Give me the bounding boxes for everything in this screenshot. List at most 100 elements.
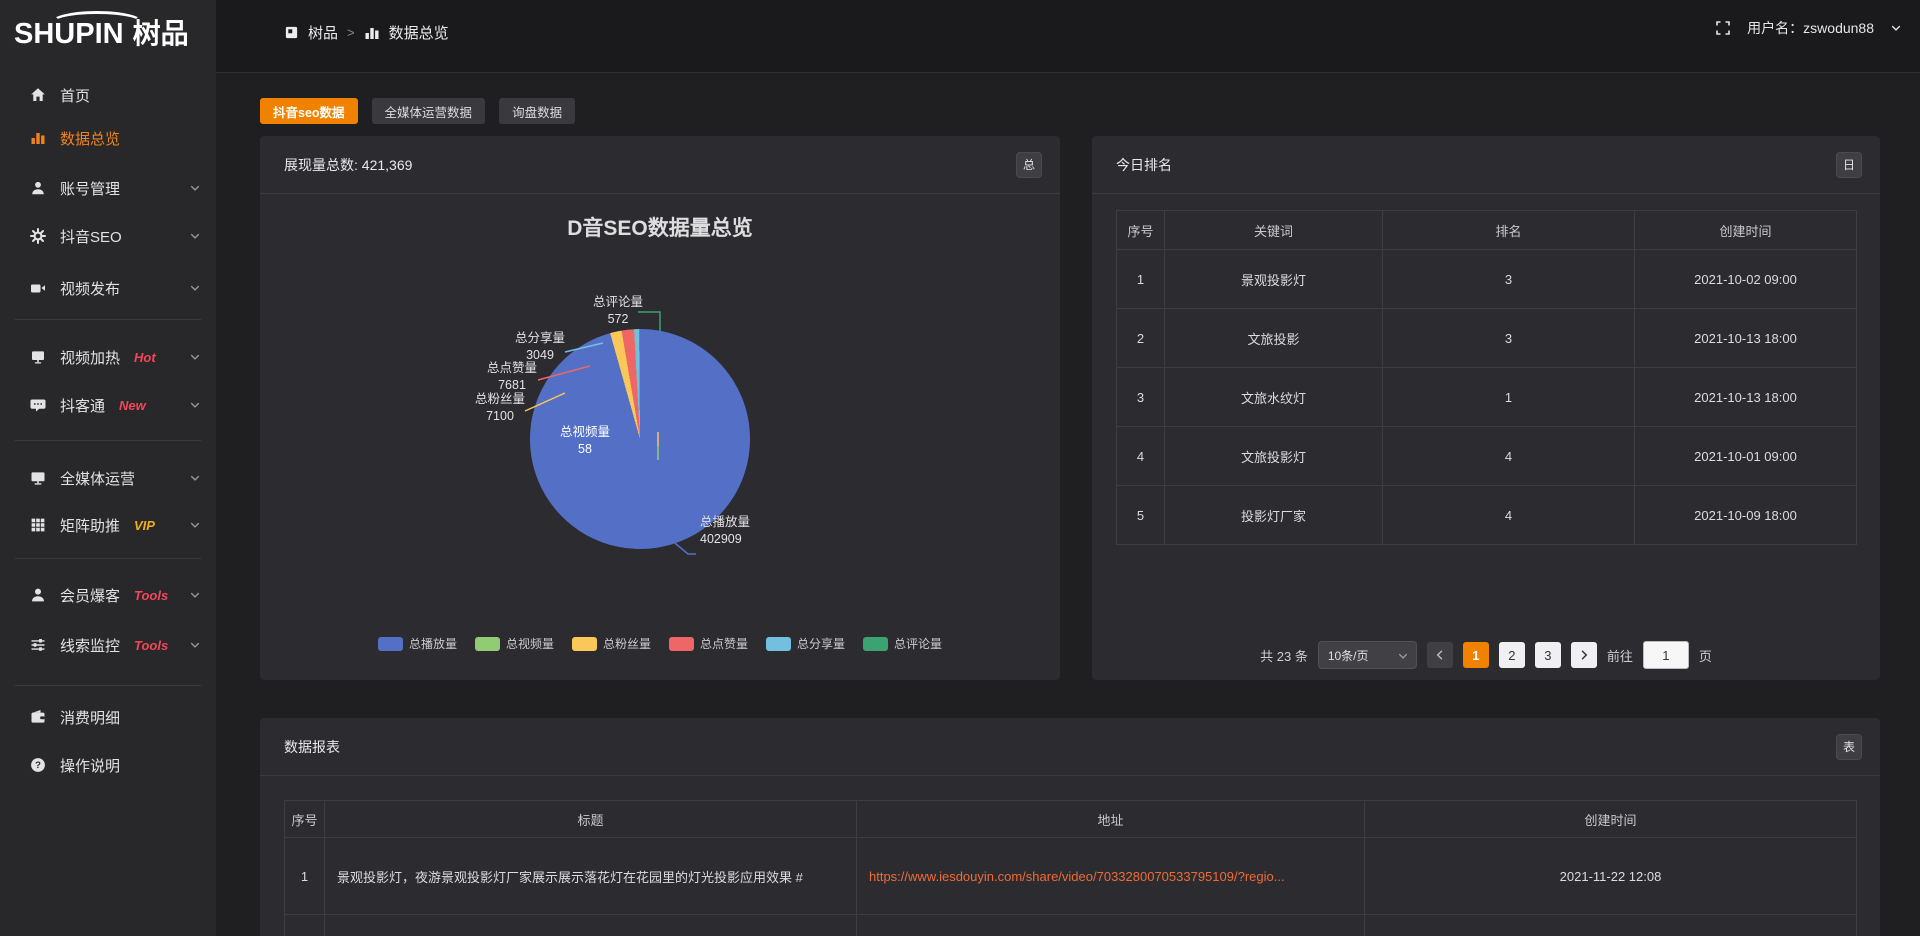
legend-label: 总粉丝量 [602, 637, 651, 651]
legend-item-总分享量[interactable]: 总分享量 [766, 635, 845, 652]
sidebar-item-label: 操作说明 [60, 757, 121, 775]
legend-item-总播放量[interactable]: 总播放量 [377, 635, 457, 652]
svg-text:?: ? [35, 760, 41, 771]
chevron-down-icon[interactable] [189, 399, 201, 411]
person-icon [30, 587, 46, 603]
sidebar-item-首页[interactable]: 首页 [0, 71, 216, 119]
page-size-select[interactable]: 10条/页 [1317, 641, 1417, 669]
sidebar-item-全媒体运营[interactable]: 全媒体运营 [0, 454, 216, 502]
legend-swatch [863, 636, 889, 651]
table-cell: 1 [1382, 367, 1635, 427]
impressions-total-label: 展现量总数: 421,369 [284, 156, 413, 173]
index-cell [284, 914, 325, 936]
fullscreen-icon[interactable] [1715, 20, 1731, 36]
legend-item-总粉丝量[interactable]: 总粉丝量 [571, 635, 651, 652]
video-url-link[interactable]: https://www.iesdouyin.com/share/video/70… [856, 837, 1365, 915]
column-header-标题: 标题 [324, 800, 857, 838]
chevron-down-icon[interactable] [189, 230, 201, 242]
table-toggle-button[interactable]: 表 [1836, 733, 1862, 760]
app-logo[interactable]: SHUPIN 树品 [14, 11, 189, 52]
chart-legend: 总播放量 总视频量 总粉丝量 总点赞量 总分享量 总评论量 [260, 635, 1060, 652]
monitor-icon [30, 470, 46, 486]
legend-item-总视频量[interactable]: 总视频量 [474, 635, 554, 652]
chevron-down-icon[interactable] [189, 182, 201, 194]
sidebar-item-label: 矩阵助推 [60, 517, 121, 535]
sidebar-item-label: 抖音SEO [60, 228, 122, 246]
table-cell: 景观投影灯 [1164, 249, 1383, 309]
sidebar-item-视频发布[interactable]: 视频发布 [0, 264, 216, 312]
page-button-3[interactable]: 3 [1534, 642, 1561, 668]
badge-vip: VIP [134, 517, 155, 533]
total-toggle-button[interactable]: 总 [1016, 151, 1042, 178]
breadcrumb-item-home[interactable]: 树品 [308, 25, 339, 42]
chevron-down-icon[interactable] [189, 589, 201, 601]
total-count-label: 共 23 条 [1260, 648, 1308, 664]
column-header-创建时间: 创建时间 [1364, 800, 1857, 838]
legend-item-总点赞量[interactable]: 总点赞量 [669, 635, 748, 652]
chevron-down-icon[interactable] [189, 519, 201, 531]
sliders-icon [30, 637, 46, 653]
video-url-link [856, 914, 1365, 936]
legend-item-总评论量[interactable]: 总评论量 [863, 635, 942, 652]
table-cell: 3 [1116, 367, 1165, 427]
ranking-card-header: 今日排名 日 [1092, 136, 1880, 194]
chevron-down-icon[interactable] [189, 282, 201, 294]
prev-page-button[interactable] [1426, 642, 1453, 668]
next-page-button[interactable] [1570, 642, 1597, 668]
pie-label-总播放量: 总播放量 402909 [700, 515, 751, 546]
sidebar-item-视频加热[interactable]: 视频加热 Hot [0, 333, 216, 381]
table-cell: 投影灯厂家 [1164, 485, 1383, 545]
sidebar-item-会员爆客[interactable]: 会员爆客 Tools [0, 571, 216, 619]
sidebar-item-矩阵助推[interactable]: 矩阵助推 VIP [0, 501, 216, 549]
table-cell: 4 [1382, 485, 1635, 545]
table-header-row: 序号 标题 地址 创建时间 [284, 800, 1857, 838]
goto-page-input[interactable] [1642, 641, 1689, 669]
wallet-icon [30, 709, 46, 725]
user-area: 用户名：zswodun88 [1715, 18, 1902, 38]
column-header-排名: 排名 [1382, 210, 1635, 250]
sidebar-item-label: 全媒体运营 [60, 470, 136, 488]
tab-抖音seo数据[interactable]: 抖音seo数据 [260, 98, 358, 124]
grid-icon [30, 517, 46, 533]
sidebar-item-抖音SEO[interactable]: 抖音SEO [0, 212, 216, 260]
pie-graphic[interactable] [530, 329, 750, 549]
legend-swatch [669, 636, 694, 651]
sidebar-item-数据总览[interactable]: 数据总览 [0, 114, 216, 162]
table-row: 3 文旅水纹灯 1 2021-10-13 18:00 [1116, 367, 1857, 427]
report-table: 序号 标题 地址 创建时间 1 景观投影灯，夜游景观投影灯厂家展示展示落花灯在花园里的… [284, 800, 1857, 936]
username-label[interactable]: 用户名：zswodun88 [1747, 20, 1874, 36]
breadcrumb-item-current[interactable]: 数据总览 [388, 25, 449, 42]
title-cell: 景观投影灯，夜游景观投影灯厂家展示展示落花灯在花园里的灯光投影应用效果 # [324, 837, 857, 915]
badge-tools: Tools [134, 587, 169, 603]
chevron-down-icon[interactable] [189, 472, 201, 484]
sidebar-item-消费明细[interactable]: 消费明细 [0, 693, 216, 741]
sidebar-item-label: 会员爆客 [60, 587, 121, 605]
sidebar-item-抖客通[interactable]: 抖客通 New [0, 381, 216, 429]
tab-全媒体运营数据[interactable]: 全媒体运营数据 [371, 98, 486, 124]
column-header-序号: 序号 [1116, 210, 1165, 250]
time-cell: 2021-11-22 12:08 [1364, 837, 1857, 915]
pie-label-总评论量: 总评论量 572 [592, 295, 643, 326]
legend-swatch [474, 636, 500, 651]
screen-icon [30, 349, 46, 365]
sidebar-item-线索监控[interactable]: 线索监控 Tools [0, 621, 216, 669]
goto-label: 前往 [1606, 648, 1633, 664]
tab-询盘数据[interactable]: 询盘数据 [499, 98, 576, 124]
pie-chart: D音SEO数据量总览 总评论量 572 总分享量 3049 总点赞量 7681 总粉丝量 71… [260, 194, 1060, 680]
logo-arc [50, 11, 144, 35]
badge-new: New [119, 397, 146, 413]
page-button-1[interactable]: 1 [1462, 642, 1489, 668]
sidebar-item-操作说明[interactable]: ? 操作说明 [0, 741, 216, 789]
chevron-down-icon[interactable] [189, 639, 201, 651]
sidebar-item-label: 抖客通 [60, 397, 106, 415]
chevron-down-icon[interactable] [1890, 22, 1902, 34]
sidebar-item-账号管理[interactable]: 账号管理 [0, 164, 216, 212]
table-row: 1 景观投影灯 3 2021-10-02 09:00 [1116, 249, 1857, 309]
column-header-创建时间: 创建时间 [1634, 210, 1857, 250]
page-button-2[interactable]: 2 [1498, 642, 1525, 668]
daily-toggle-button[interactable]: 日 [1836, 151, 1862, 178]
logo-text-en: SHUPIN [14, 11, 144, 51]
chevron-down-icon[interactable] [189, 351, 201, 363]
column-header-序号: 序号 [284, 800, 325, 838]
bars-icon [30, 130, 46, 146]
